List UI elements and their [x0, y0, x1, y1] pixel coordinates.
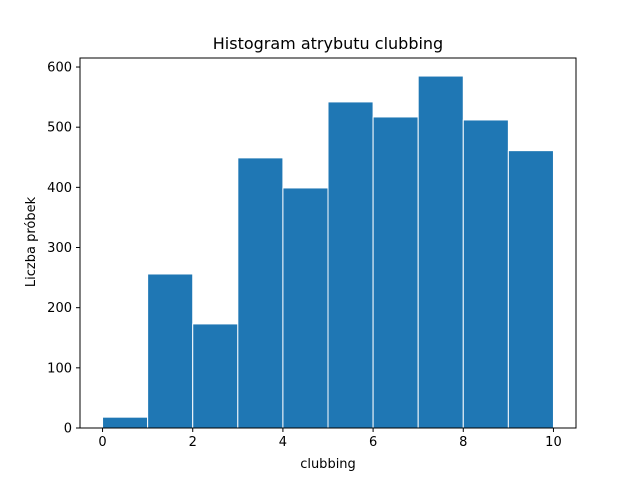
- x-tick-label: 2: [189, 435, 197, 450]
- histogram-bar-5: [327, 101, 374, 429]
- histogram-bar-0: [102, 416, 149, 429]
- x-tick-label: 8: [459, 435, 467, 450]
- y-tick-label: 500: [47, 121, 72, 136]
- x-tick-label: 6: [369, 435, 377, 450]
- x-tick-label: 0: [98, 435, 106, 450]
- y-tick-label: 400: [47, 181, 72, 196]
- x-axis-label: clubbing: [300, 457, 356, 472]
- plot-frame: [79, 57, 577, 429]
- x-tick-label: 4: [279, 435, 287, 450]
- histogram-bar-4: [282, 187, 329, 429]
- chart-title: Histogram atrybutu clubbing: [213, 34, 443, 53]
- histogram-bar-9: [507, 150, 554, 429]
- x-tick-label: 10: [545, 435, 562, 450]
- y-axis-label: Liczba próbek: [24, 196, 39, 287]
- histogram-bar-2: [192, 323, 239, 429]
- y-axis-ticks: 0 100 200 300 400 500 600: [47, 61, 80, 437]
- histogram-bar-6: [372, 116, 419, 429]
- histogram-bar-3: [237, 157, 284, 429]
- y-tick-label: 300: [47, 241, 72, 256]
- y-tick-label: 0: [64, 422, 72, 437]
- y-tick-label: 600: [47, 61, 72, 76]
- y-tick-label: 100: [47, 361, 72, 376]
- y-tick-label: 200: [47, 301, 72, 316]
- bars-group: [102, 75, 554, 429]
- x-axis-ticks: 0 2 4 6 8 10: [98, 428, 562, 450]
- histogram-bar-7: [417, 75, 464, 429]
- histogram-bar-1: [147, 273, 194, 429]
- histogram-bar-8: [462, 119, 509, 429]
